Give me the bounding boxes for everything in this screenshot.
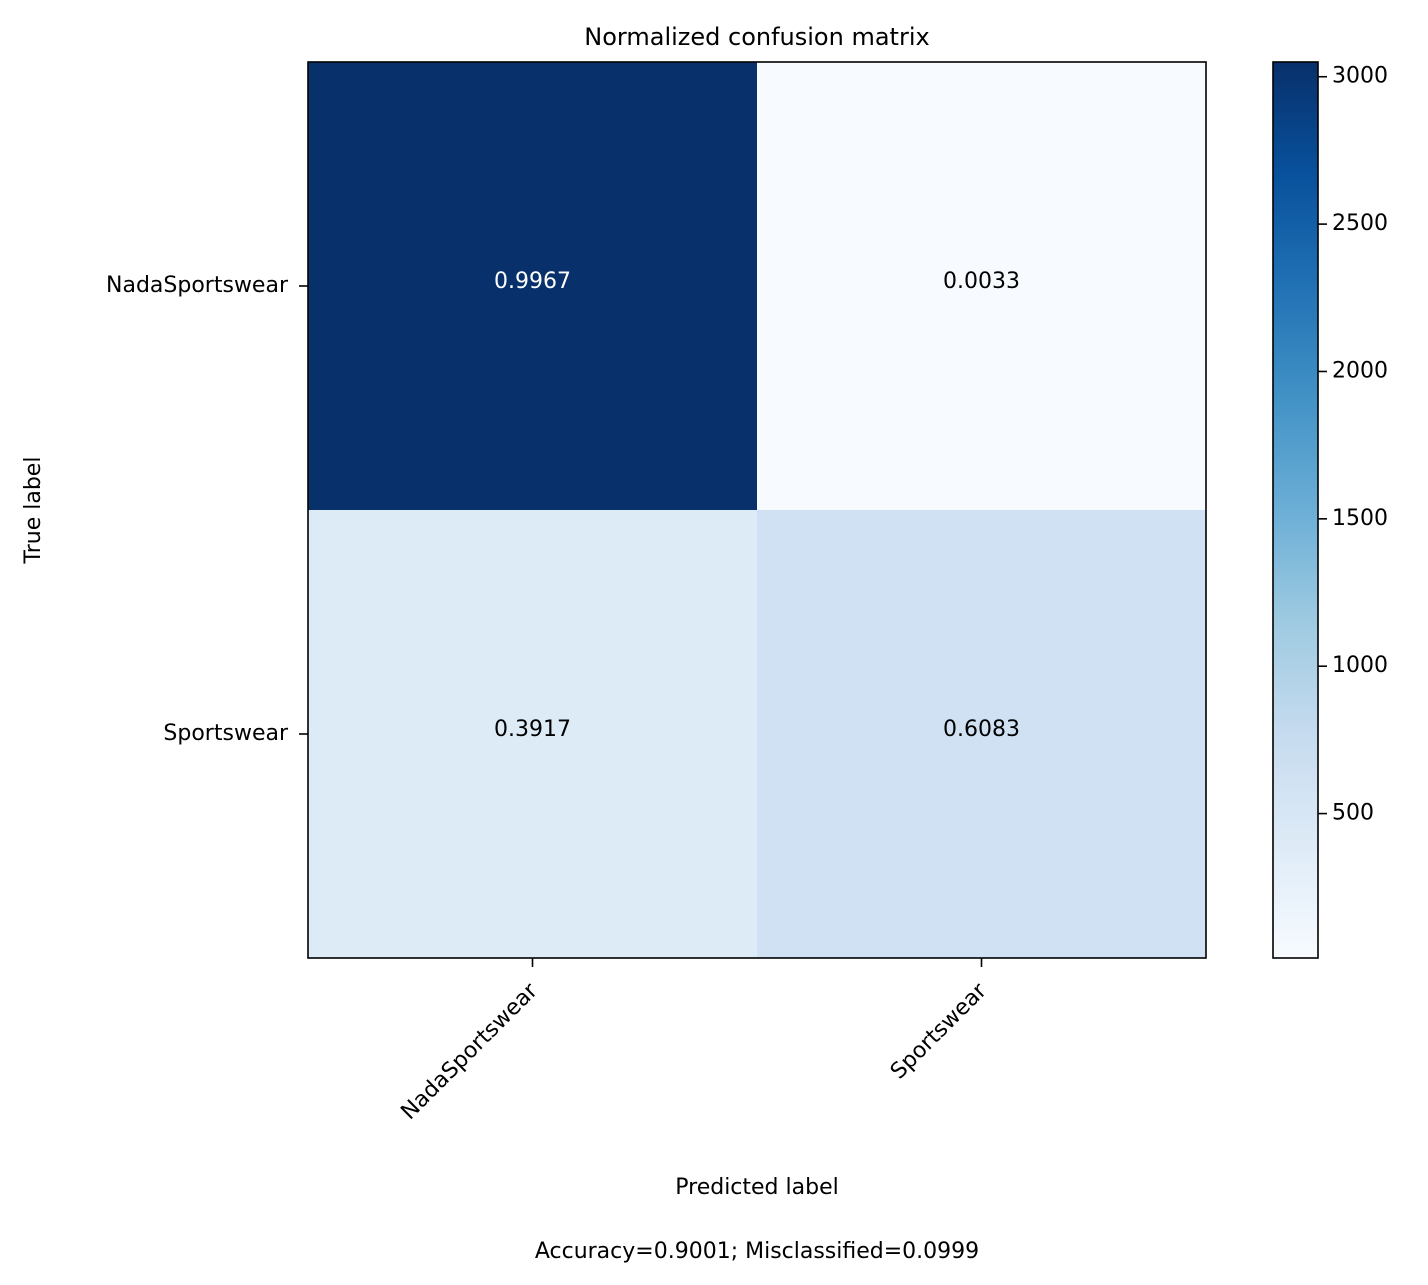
y-axis-label: True label: [21, 457, 46, 565]
y-tick-label: Sportswear: [163, 721, 289, 746]
chart-title: Normalized confusion matrix: [584, 23, 929, 51]
matrix-cell: [308, 62, 758, 511]
matrix-cell: [308, 510, 758, 959]
cell-value-label: 0.0033: [943, 269, 1020, 294]
cell-value-label: 0.3917: [494, 717, 571, 742]
y-tick-label: NadaSportswear: [106, 273, 289, 298]
cell-value-label: 0.9967: [494, 269, 571, 294]
colorbar-tick-label: 2500: [1332, 211, 1388, 236]
colorbar-tick-label: 1500: [1332, 506, 1388, 531]
x-axis-ticks: NadaSportswear Sportswear: [396, 958, 992, 1125]
matrix-cell: [757, 510, 1207, 959]
colorbar-ticks: 500 1000 1500 2000 2500 3000: [1318, 64, 1388, 826]
footer-metrics: Accuracy=0.9001; Misclassified=0.0999: [535, 1239, 979, 1264]
colorbar-tick-label: 2000: [1332, 358, 1388, 383]
x-tick-label: NadaSportswear: [396, 978, 543, 1125]
matrix-cell: [757, 62, 1207, 511]
matrix-cells: [308, 62, 1207, 959]
colorbar: [1272, 61, 1319, 959]
x-tick-label: Sportswear: [886, 978, 992, 1084]
matrix-frame: [307, 61, 1207, 959]
colorbar-tick-label: 1000: [1332, 653, 1388, 678]
matrix-cell-labels: 0.9967 0.0033 0.3917 0.6083: [494, 269, 1020, 742]
colorbar-tick-label: 3000: [1332, 64, 1388, 89]
x-axis-label: Predicted label: [675, 1175, 838, 1200]
y-axis-ticks: NadaSportswear Sportswear: [106, 273, 308, 746]
colorbar-tick-label: 500: [1332, 801, 1374, 826]
cell-value-label: 0.6083: [943, 717, 1020, 742]
